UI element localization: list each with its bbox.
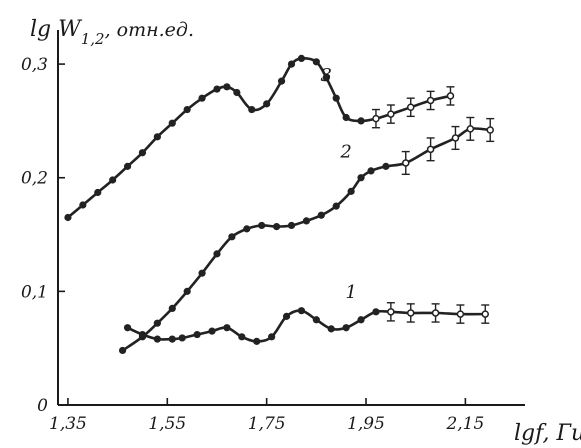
- series-line-3: [66, 57, 452, 219]
- data-point: [198, 94, 206, 102]
- data-point: [297, 307, 306, 315]
- data-point: [466, 125, 475, 133]
- data-point: [118, 346, 127, 355]
- data-point: [312, 58, 320, 66]
- x-tick-label: 1,35: [49, 414, 87, 434]
- data-point: [153, 319, 161, 327]
- data-point: [387, 308, 395, 316]
- data-point: [79, 201, 87, 209]
- data-point: [208, 327, 216, 335]
- data-point: [109, 176, 117, 184]
- data-point: [138, 149, 147, 157]
- data-point: [312, 316, 320, 324]
- series-label-1: 1: [345, 282, 356, 303]
- y-tick-label: 0,2: [21, 169, 48, 189]
- x-tick-label: 1,55: [148, 414, 186, 434]
- data-point: [277, 77, 286, 85]
- data-point: [223, 83, 231, 91]
- data-point: [272, 222, 281, 231]
- data-point: [168, 335, 176, 343]
- data-point: [426, 145, 435, 154]
- data-point: [178, 334, 186, 342]
- data-point: [168, 119, 176, 127]
- data-point: [406, 309, 415, 317]
- y-tick-label: 0,3: [21, 55, 48, 75]
- data-point: [123, 162, 132, 170]
- data-point: [168, 304, 176, 313]
- data-point: [332, 202, 340, 210]
- data-point: [372, 308, 380, 316]
- data-point: [481, 310, 490, 318]
- data-point: [317, 211, 325, 219]
- data-point: [238, 333, 246, 341]
- data-point: [268, 333, 276, 341]
- data-point: [138, 333, 147, 341]
- x-axis-title: lgf, Гц: [514, 421, 581, 446]
- data-point: [253, 337, 261, 345]
- data-point: [153, 335, 161, 343]
- data-point: [297, 54, 306, 63]
- data-point: [402, 159, 410, 167]
- data-point: [357, 174, 365, 182]
- data-point: [322, 74, 330, 82]
- data-point: [332, 94, 340, 102]
- data-point: [213, 250, 221, 258]
- data-point: [213, 85, 221, 93]
- series: [64, 54, 495, 355]
- data-point: [153, 133, 161, 141]
- x-tick-label: 1,75: [248, 414, 286, 434]
- data-point: [223, 324, 231, 332]
- data-point: [426, 96, 435, 105]
- data-point: [372, 114, 380, 123]
- y-tick-label: 0: [37, 396, 48, 416]
- data-point: [342, 324, 350, 332]
- data-point: [446, 92, 455, 100]
- data-point: [263, 100, 271, 108]
- data-point: [347, 187, 355, 195]
- y-axis-title-subscript: 1,2: [81, 30, 105, 48]
- data-point: [431, 309, 440, 317]
- series-label-3: 3: [321, 65, 332, 86]
- data-point: [357, 316, 365, 324]
- data-point: [406, 103, 415, 112]
- data-point: [287, 221, 296, 230]
- data-point: [183, 287, 191, 295]
- data-point: [228, 233, 236, 241]
- data-point: [282, 312, 291, 320]
- data-point: [198, 269, 206, 277]
- data-point: [367, 167, 375, 175]
- y-axis-title-main: lg W: [30, 17, 83, 42]
- data-point: [94, 188, 102, 197]
- x-tick-label: 2,15: [445, 414, 484, 434]
- data-point: [451, 134, 460, 142]
- data-point: [248, 105, 256, 114]
- data-point: [302, 217, 311, 225]
- data-point: [357, 117, 365, 125]
- data-point: [342, 113, 350, 122]
- ticks: 1,35 1,55 1,75 1,95 2,15 0 0,1 0,2 0,3: [21, 55, 484, 434]
- y-tick-label: 0,1: [21, 282, 48, 302]
- data-point: [456, 310, 465, 318]
- series-label-2: 2: [339, 141, 351, 162]
- data-point: [243, 225, 251, 233]
- y-axis-title: lg W1,2, отн.ед.: [30, 17, 194, 48]
- data-point: [382, 162, 390, 170]
- data-point: [64, 213, 72, 222]
- axes: [57, 30, 525, 406]
- y-axis-title-unit: , отн.ед.: [105, 19, 194, 41]
- data-point: [258, 221, 266, 230]
- data-point: [287, 60, 296, 68]
- data-point: [233, 88, 241, 97]
- data-point: [183, 105, 191, 114]
- data-point: [486, 126, 494, 134]
- series-labels: 1 2 3: [321, 65, 357, 303]
- x-tick-label: 1,95: [347, 414, 385, 434]
- data-point: [123, 324, 132, 332]
- data-point: [193, 330, 201, 339]
- data-point: [387, 110, 395, 118]
- data-point: [327, 325, 335, 333]
